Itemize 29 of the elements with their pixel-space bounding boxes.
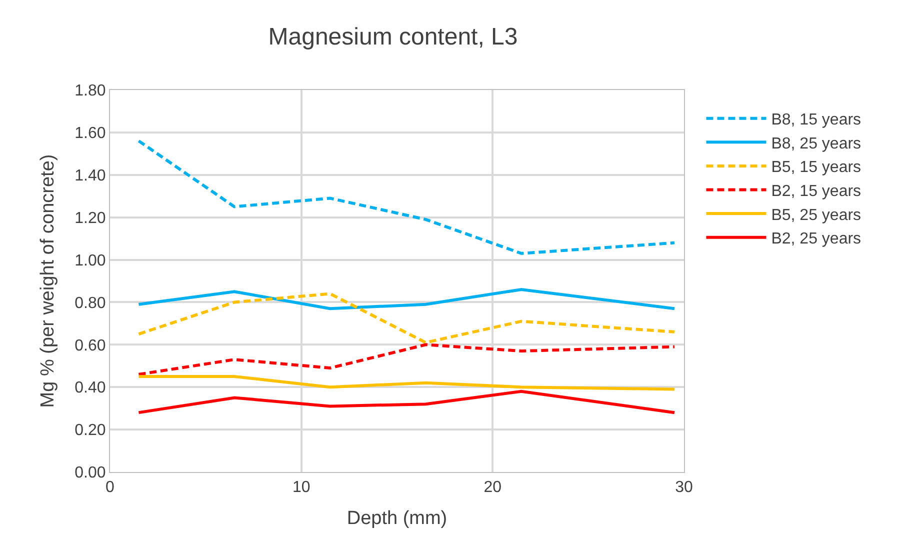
- chart-title: Magnesium content, L3: [268, 23, 518, 50]
- y-tick-label: 0.80: [74, 294, 106, 312]
- line-series: [137, 343, 676, 376]
- y-axis-title: Mg % (per weight of concrete): [38, 154, 59, 408]
- line-series: [137, 390, 676, 414]
- legend-label: B2, 25 years: [771, 230, 862, 248]
- y-tick-label: 1.60: [74, 125, 106, 142]
- y-tick-label: 0.00: [74, 464, 106, 482]
- x-axis-title: Depth (mm): [346, 508, 448, 529]
- x-tick-label: 10: [292, 479, 310, 496]
- legend-label: B2, 15 years: [771, 183, 862, 200]
- legend-label: B8, 15 years: [771, 112, 862, 129]
- line-series: [137, 288, 676, 310]
- legend-label: B5, 15 years: [771, 159, 862, 176]
- line-series: [137, 375, 676, 391]
- y-tick-label: 1.20: [74, 210, 106, 227]
- legend-label: B5, 25 years: [771, 206, 862, 224]
- y-tick-label: 1.00: [74, 252, 106, 270]
- x-tick-label: 0: [106, 479, 115, 496]
- y-tick-label: 0.40: [74, 380, 106, 397]
- y-tick-label: 0.20: [74, 422, 106, 440]
- x-tick-label: 30: [675, 479, 693, 496]
- legend-label: B8, 25 years: [771, 135, 862, 152]
- line-series: [137, 139, 676, 255]
- x-tick-label: 20: [484, 479, 502, 496]
- line-series: [137, 292, 676, 344]
- y-tick-label: 0.60: [74, 337, 106, 354]
- y-tick-label: 1.80: [74, 82, 106, 100]
- y-tick-label: 1.40: [74, 167, 106, 184]
